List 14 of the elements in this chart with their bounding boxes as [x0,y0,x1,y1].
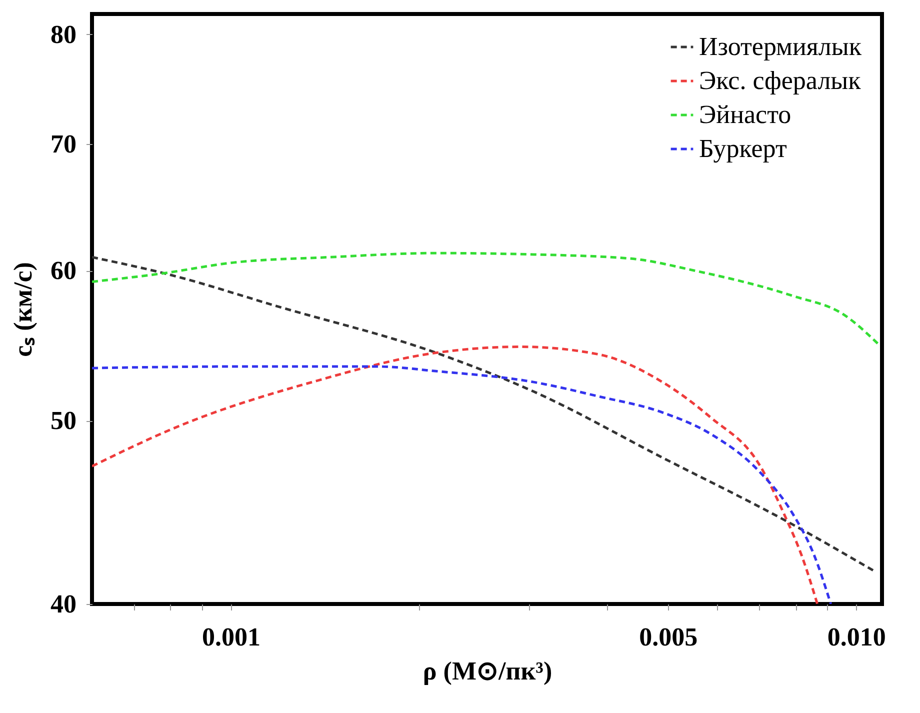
x-axis-title: ρ (M⊙/пк³) [422,656,552,686]
x-tick-label: 0.010 [827,622,886,652]
y-tick-label: 50 [50,406,76,436]
y-tick-label: 60 [50,256,76,286]
legend-label: Экс. сфералык [699,66,862,95]
y-tick-label: 40 [50,590,76,618]
legend-label: Буркерт [699,134,787,163]
x-tick-label: 0.005 [639,622,698,652]
y-tick-label: 80 [50,20,76,49]
legend-label: Изотермиялык [699,32,862,61]
y-tick-label: 70 [50,130,76,159]
x-tick-label: 0.001 [202,622,260,652]
legend-label: Эйнасто [699,100,792,129]
y-axis-title: cₛ (км/с) [8,262,38,357]
